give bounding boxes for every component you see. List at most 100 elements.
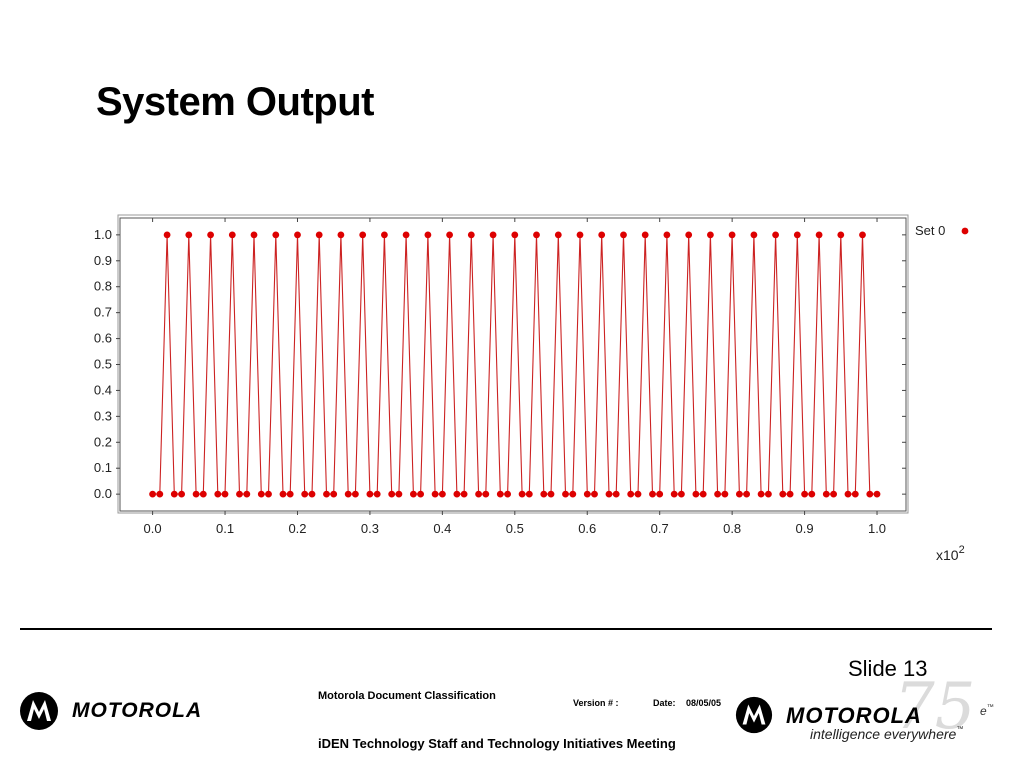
data-point-zero [482,490,490,498]
data-point-zero [431,490,439,498]
data-point-zero [656,490,664,498]
tagline: intelligence everywhere™ [810,726,964,742]
data-point-zero [344,490,352,498]
data-point-peak [750,231,758,239]
slide-number: Slide 13 [848,656,928,681]
meeting-title: iDEN Technology Staff and Technology Ini… [318,736,676,751]
x-tick-label: 0.0 [144,521,162,536]
data-point-zero [504,490,511,498]
data-point-zero [699,490,707,498]
x-tick-label: 0.8 [723,521,741,536]
data-point-peak [728,231,736,239]
y-tick-label: 0.6 [94,331,112,346]
y-tick-label: 1.0 [94,227,112,242]
motorola-wordmark-right: MOTOROLA [786,703,922,728]
data-point-zero [786,490,794,498]
x-exponent-label: x102 [936,544,965,563]
data-point-zero [692,490,700,498]
series-line-set-0 [152,234,877,495]
anniversary-watermark: 75 [894,670,976,744]
plot-frame [119,217,907,512]
data-point-zero [149,490,157,498]
data-point-zero [591,490,598,498]
y-tick-label: 0.0 [94,486,112,501]
y-tick-label: 0.2 [94,434,112,449]
y-tick-label: 0.1 [94,460,112,475]
data-point-zero [562,490,569,498]
data-point-peak [337,231,345,239]
data-point-zero [221,490,229,498]
x-tick-label: 0.6 [578,521,596,536]
data-point-peak [381,231,388,239]
chart: 0.0 0.1 0.2 0.3 0.4 0.5 0.6 0.7 0.8 0.9 1.0 0.0 0.1 0… [94,214,969,563]
data-point-zero [851,490,859,498]
data-point-zero [569,490,577,498]
data-point-zero [366,490,374,498]
data-point-zero [873,490,881,498]
x-tick-label: 0.9 [796,521,814,536]
data-point-peak [685,231,693,239]
version-label: Version # : [573,698,619,708]
data-point-peak [707,231,714,239]
data-point-zero [547,490,555,498]
data-point-peak [424,231,432,239]
data-point-zero [265,490,272,498]
data-point-peak [359,231,367,239]
data-point-zero [583,490,591,498]
data-point-zero [301,490,309,498]
legend-marker-set-0 [961,227,969,235]
data-point-zero [866,490,874,498]
motorola-batwing-logo-right [735,696,773,734]
data-point-zero [634,490,642,498]
data-point-peak [533,231,540,239]
data-point-zero [612,490,620,498]
y-tick-label: 0.8 [94,279,112,294]
data-point-zero [743,490,750,498]
y-tick-label: 0.7 [94,305,112,320]
data-point-peak [489,231,497,239]
x-tick-label: 0.4 [433,521,451,536]
plot-area [149,231,881,498]
legend-label-set-0: Set 0 [915,223,945,238]
data-point-zero [214,490,222,498]
data-point-zero [765,490,772,498]
data-point-zero [757,490,765,498]
data-point-zero [257,490,265,498]
y-tick-label: 0.3 [94,408,112,423]
data-point-zero [388,490,396,498]
data-point-zero [808,490,816,498]
footer-divider [20,628,992,630]
data-point-peak [663,231,671,239]
data-point-zero [736,490,743,498]
slide-title: System Output [96,80,374,124]
data-point-zero [605,490,613,498]
data-point-peak [641,231,649,239]
data-point-zero [496,490,504,498]
data-point-peak [620,231,627,239]
data-point-peak [511,231,519,239]
data-point-zero [525,490,533,498]
data-point-peak [207,231,215,239]
date-value: 08/05/05 [686,698,722,708]
data-point-zero [822,490,830,498]
data-point-zero [627,490,635,498]
data-point-zero [830,490,837,498]
data-point-zero [373,490,381,498]
data-point-peak [598,231,606,239]
data-point-zero [410,490,417,498]
data-point-peak [185,231,193,239]
data-point-zero [323,490,330,498]
data-point-peak [554,231,562,239]
y-tick-label: 0.4 [94,382,112,397]
data-point-peak [859,231,866,239]
x-tick-label: 0.7 [651,521,669,536]
data-point-zero [330,490,338,498]
data-point-zero [286,490,294,498]
data-point-peak [467,231,475,239]
data-point-zero [417,490,424,498]
data-point-peak [793,231,801,239]
chart-outer-frame [117,214,909,514]
data-point-zero [649,490,656,498]
x-tick-label: 0.1 [216,521,234,536]
date-label: Date: [653,698,676,708]
